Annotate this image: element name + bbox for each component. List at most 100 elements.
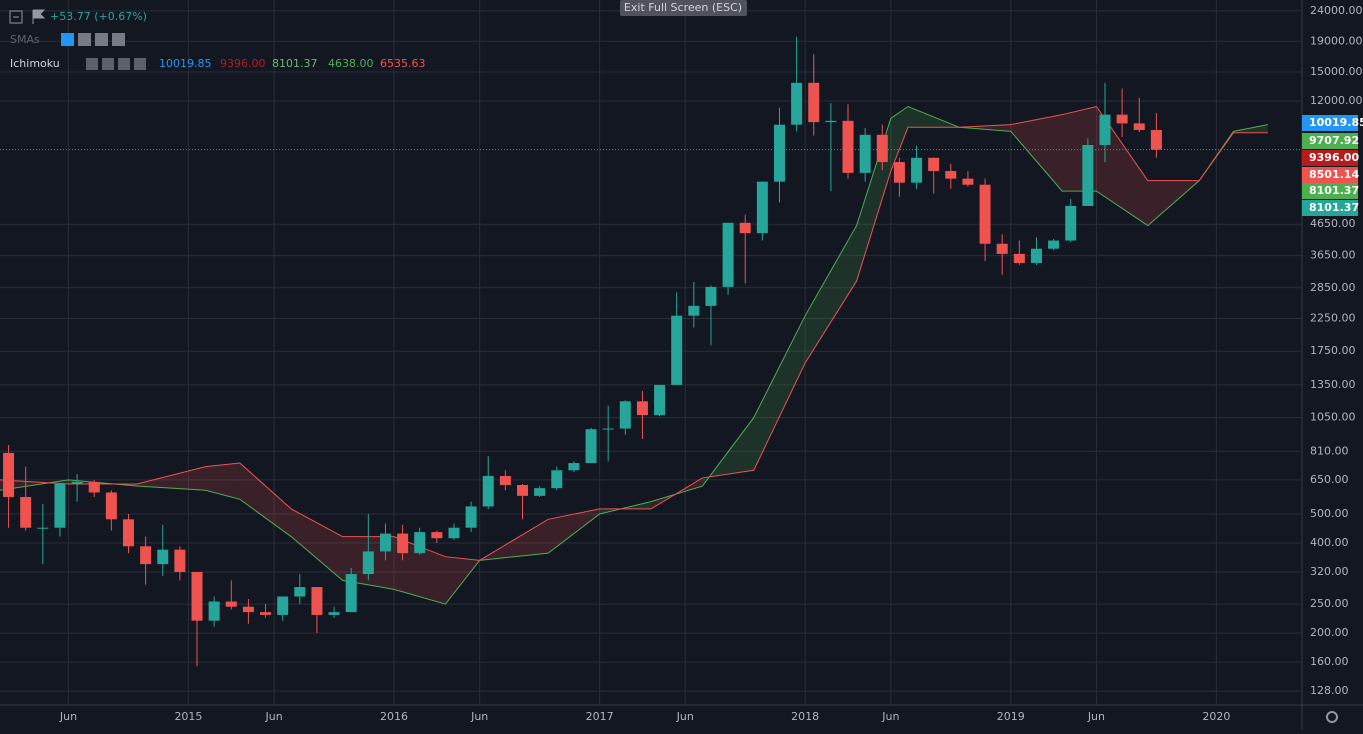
candle-body (945, 171, 957, 179)
candle-body (1065, 205, 1077, 241)
candle-body (328, 612, 340, 615)
candle-body (585, 429, 597, 464)
icon[interactable] (112, 33, 125, 46)
candle-body (20, 496, 32, 528)
candle-body (551, 470, 563, 489)
x-tick-label: 2019 (997, 710, 1025, 723)
candle-body (122, 519, 134, 547)
y-tick-label: 1050.00 (1310, 411, 1356, 424)
sma-icons (61, 33, 125, 46)
x-tick-label: Jun (265, 710, 283, 723)
y-tick-label: 128.00 (1310, 684, 1349, 697)
ichimoku-value: 6535.63 (380, 57, 426, 70)
candle-body (654, 384, 666, 416)
icon[interactable] (95, 33, 108, 46)
ichimoku-value: 9396.00 (220, 57, 266, 70)
cloud-fill (205, 463, 240, 500)
icon[interactable] (61, 33, 74, 46)
x-tick-label: Jun (59, 710, 77, 723)
candle-body (105, 492, 117, 520)
y-tick-label: 15000.00 (1310, 65, 1363, 78)
candle-body (414, 532, 426, 554)
y-tick-label: 3650.00 (1310, 249, 1356, 262)
candle-body (397, 533, 409, 554)
candle-body (362, 551, 374, 575)
candle-body (568, 463, 580, 471)
candle-body (448, 527, 460, 539)
x-tick-label: 2020 (1202, 710, 1230, 723)
candle-body (1013, 253, 1025, 263)
candle-body (859, 134, 871, 173)
candle-body (174, 549, 186, 573)
y-tick-label: 400.00 (1310, 536, 1349, 549)
cloud-fill (753, 315, 806, 471)
smas-label[interactable]: SMAs (10, 33, 40, 46)
candle-body (311, 587, 323, 615)
candle-body (534, 488, 546, 496)
price-badge-label: 8501.14 (1309, 168, 1359, 181)
candle-body (876, 134, 888, 163)
x-tick-label: 2017 (586, 710, 614, 723)
price-badge-label: 8101.37 (1309, 184, 1359, 197)
candle-body (517, 485, 529, 496)
candle-body (688, 305, 700, 316)
candle-body (1133, 123, 1145, 130)
candle-body (499, 475, 511, 486)
candle-body (825, 120, 837, 123)
candle-body (722, 222, 734, 287)
y-tick-label: 160.00 (1310, 655, 1349, 668)
x-tick-label: 2018 (791, 710, 819, 723)
candle-body (962, 178, 974, 185)
candle-body (911, 157, 923, 183)
candle-body (157, 549, 169, 565)
change: +53.77 (+0.67%) (50, 10, 147, 23)
candle-body (808, 82, 820, 123)
candle-body (791, 82, 803, 125)
y-tick-label: 250.00 (1310, 597, 1349, 610)
icon[interactable] (134, 58, 146, 70)
y-tick-label: 320.00 (1310, 565, 1349, 578)
candle-body (893, 162, 905, 183)
candle-body (1030, 248, 1042, 263)
cloud-fill (890, 106, 908, 172)
x-tick-label: Jun (676, 710, 694, 723)
ichimoku-label[interactable]: Ichimoku (10, 57, 60, 70)
candle-body (225, 601, 237, 607)
candle-body (979, 184, 991, 244)
price-badge (1302, 200, 1358, 216)
candle-body (671, 315, 683, 385)
candle-body (3, 452, 15, 497)
candle-body (1048, 240, 1060, 249)
candle-body (1082, 145, 1094, 206)
candle-body (88, 481, 100, 493)
cloud-fill (239, 463, 292, 537)
settings-icon[interactable] (1326, 711, 1338, 723)
price-badge (1302, 183, 1358, 199)
icon[interactable] (102, 58, 114, 70)
candle-body (294, 587, 306, 597)
candle-body (482, 475, 494, 507)
exit-label[interactable]: Exit Full Screen (ESC) (624, 1, 742, 14)
cloud (0, 105, 1268, 605)
candle-body (208, 601, 220, 621)
candle-body (619, 401, 631, 429)
cloud-fill (137, 466, 206, 491)
price-badges: 10019.85 9707.92 9396.00 8501.14 8101.37 8101… (1302, 115, 1363, 216)
ichimoku-value: 10019.85 (159, 57, 212, 70)
grid (0, 0, 1302, 705)
y-tick-label: 24000.00 (1310, 4, 1363, 17)
exit-button[interactable] (620, 0, 747, 16)
icon[interactable] (86, 58, 98, 70)
icon[interactable] (118, 58, 130, 70)
ichimoku-value: 8101.37 (272, 57, 318, 70)
icon[interactable] (78, 33, 91, 46)
flag-icon[interactable] (32, 9, 46, 24)
candle-body (431, 532, 443, 539)
x-tick-label: Jun (470, 710, 488, 723)
y-tick-label: 19000.00 (1310, 34, 1363, 47)
x-tick-label: Jun (1087, 710, 1105, 723)
collapse-icon[interactable] (9, 10, 23, 24)
cloud-fill (394, 536, 446, 605)
cloud-fill (959, 124, 1011, 132)
cloud-fill (1010, 114, 1063, 192)
